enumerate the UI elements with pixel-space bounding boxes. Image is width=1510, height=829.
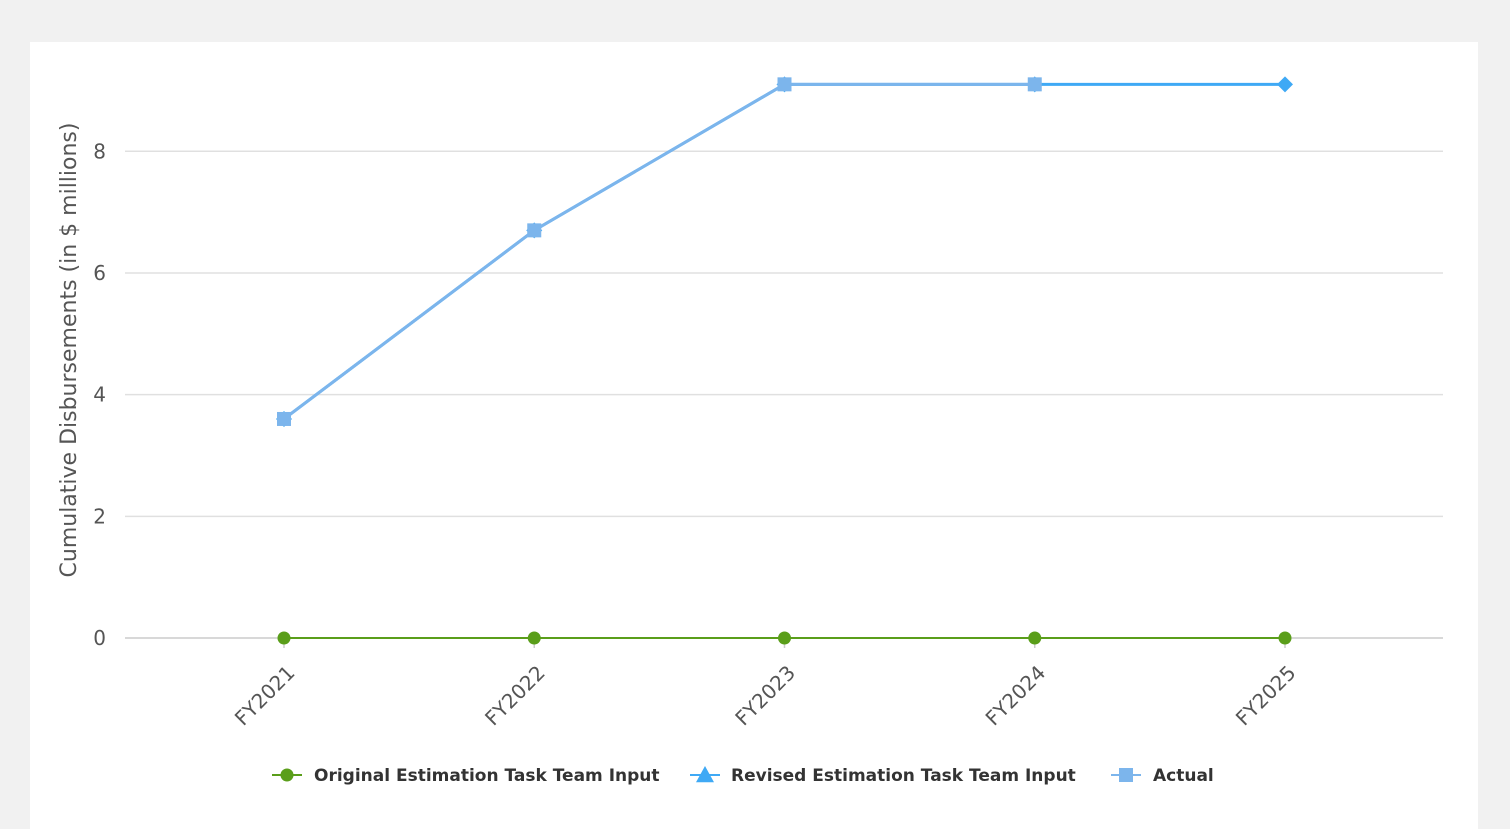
y-tick-label: 6 (93, 261, 106, 285)
x-tick-label: FY2023 (730, 661, 800, 731)
series-point-2 (1027, 77, 1042, 92)
legend-item-0[interactable]: Original Estimation Task Team Input (272, 766, 660, 786)
y-tick-label: 2 (93, 504, 106, 528)
grid (125, 150, 1443, 639)
series-point-2 (527, 223, 542, 238)
y-axis-label: Cumulative Disbursements (in $ millions) (57, 123, 82, 578)
legend-item-2[interactable]: Actual (1111, 766, 1214, 786)
x-axis-ticks: FY2021 FY2022 FY2023 FY2024 FY2025 (230, 638, 1301, 730)
series-point-0 (778, 631, 791, 645)
series-1 (276, 76, 1293, 427)
legend-item-1[interactable]: Revised Estimation Task Team Input (690, 766, 1076, 786)
y-tick-label: 0 (93, 626, 106, 650)
legend-label: Actual (1153, 766, 1214, 786)
legend-label: Original Estimation Task Team Input (314, 766, 660, 786)
y-axis-ticks: 0 2 4 6 8 (93, 139, 106, 650)
series-point-0 (527, 631, 541, 645)
y-tick-label: 8 (93, 139, 106, 163)
x-tick-label: FY2024 (981, 661, 1051, 731)
series-point-0 (1278, 631, 1292, 645)
series-point-0 (277, 631, 291, 645)
series-point-2 (277, 411, 291, 426)
series-group (276, 76, 1293, 645)
y-tick-label: 4 (93, 383, 106, 407)
series-point-2 (777, 77, 792, 92)
legend: Original Estimation Task Team Input Revis… (272, 766, 1214, 786)
series-point-1 (1277, 76, 1293, 93)
legend-marker (696, 766, 714, 783)
series-line-1 (283, 82, 1285, 421)
legend-marker (1119, 768, 1133, 782)
x-tick-label: FY2021 (230, 661, 300, 731)
legend-marker (280, 768, 294, 782)
series-point-0 (1028, 631, 1042, 645)
chart-card (30, 42, 1478, 829)
x-tick-label: FY2025 (1231, 661, 1301, 731)
series-2 (277, 77, 1042, 426)
legend-label: Revised Estimation Task Team Input (731, 766, 1076, 786)
series-line-2 (283, 82, 1035, 421)
series-0 (277, 631, 1292, 645)
x-tick-label: FY2022 (480, 661, 550, 731)
